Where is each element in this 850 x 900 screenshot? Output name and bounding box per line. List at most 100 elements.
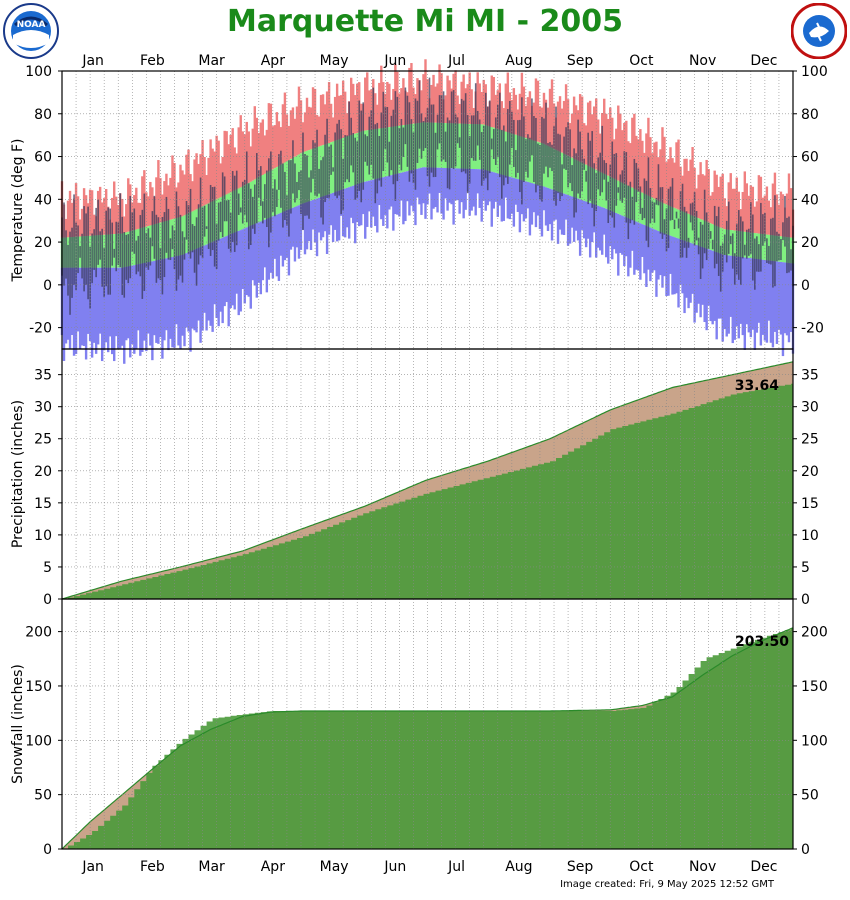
record-low-bar xyxy=(450,168,453,205)
daily-temperature-bar xyxy=(621,170,624,203)
record-high-bar xyxy=(157,160,160,224)
daily-temperature-bar xyxy=(360,110,363,203)
daily-temperature-bar xyxy=(613,154,616,228)
record-low-bar xyxy=(693,244,696,323)
record-low-bar xyxy=(100,267,104,362)
y-tick-label-right: 50 xyxy=(801,788,819,804)
record-high-bar xyxy=(691,147,694,216)
daily-temperature-bar xyxy=(253,184,256,234)
record-high-bar xyxy=(247,131,250,184)
y-tick-label-left: 60 xyxy=(34,150,52,166)
record-low-bar xyxy=(432,167,435,209)
daily-temperature-bar xyxy=(683,206,686,248)
daily-temperature-bar xyxy=(488,100,491,174)
daily-temperature-bar xyxy=(274,179,276,217)
record-high-bar xyxy=(596,119,600,171)
daily-temperature-bar xyxy=(428,77,431,187)
record-low-bar xyxy=(378,178,381,206)
record-low-bar xyxy=(747,257,751,333)
precipitation-panel: 0 0 5 5 10 10 15 15 20 20 25 25 30 30 35 35 Precipitatio… xyxy=(10,348,819,608)
record-high-bar xyxy=(645,133,648,195)
record-high-bar xyxy=(426,79,429,123)
record-low-bar xyxy=(113,267,116,362)
record-high-bar xyxy=(349,77,353,136)
daily-temperature-bar xyxy=(131,212,134,252)
daily-temperature-bar xyxy=(141,209,144,299)
daily-temperature-bar xyxy=(105,210,107,287)
record-high-bar xyxy=(649,137,652,197)
record-low-bar xyxy=(197,248,200,321)
record-low-bar xyxy=(225,236,228,303)
daily-temperature-bar xyxy=(505,141,507,178)
daily-temperature-bar xyxy=(697,237,700,255)
daily-temperature-bar xyxy=(631,196,634,221)
record-low-bar xyxy=(327,194,331,235)
daily-temperature-bar xyxy=(464,93,467,174)
daily-temperature-bar xyxy=(147,228,150,270)
daily-temperature-bar xyxy=(284,171,286,221)
record-low-bar xyxy=(231,233,234,306)
daily-temperature-bar xyxy=(227,199,230,249)
y-tick-label-right: 30 xyxy=(801,400,819,416)
record-high-bar xyxy=(271,126,275,170)
daily-temperature-bar xyxy=(498,92,501,178)
normal-range-bar xyxy=(261,175,265,221)
record-low-bar xyxy=(530,183,534,225)
record-high-bar xyxy=(432,74,435,123)
record-low-bar xyxy=(492,172,495,209)
daily-temperature-bar xyxy=(382,91,385,172)
record-high-bar xyxy=(239,115,242,188)
daily-temperature-bar xyxy=(249,188,252,245)
daily-temperature-bar xyxy=(478,119,481,160)
daily-temperature-bar xyxy=(390,115,393,171)
month-label-top: Dec xyxy=(750,53,777,69)
record-low-bar xyxy=(420,167,423,215)
record-high-bar xyxy=(171,155,174,220)
daily-temperature-bar xyxy=(768,245,770,264)
daily-temperature-bar xyxy=(482,125,485,181)
daily-temperature-bar xyxy=(699,221,702,279)
record-high-bar xyxy=(147,196,150,227)
record-low-bar xyxy=(358,183,361,227)
normal-range-bar xyxy=(456,123,459,169)
record-low-bar xyxy=(203,245,206,313)
record-high-bar xyxy=(697,174,700,219)
record-low-bar xyxy=(476,169,479,194)
record-high-bar xyxy=(673,162,676,208)
record-high-bar xyxy=(669,147,672,207)
daily-temperature-bar xyxy=(687,237,690,248)
daily-temperature-bar xyxy=(625,152,628,223)
record-high-bar xyxy=(115,196,118,234)
record-low-bar xyxy=(315,198,319,257)
daily-temperature-bar xyxy=(298,171,300,191)
daily-temperature-bar xyxy=(448,120,451,190)
record-low-bar xyxy=(412,169,415,212)
record-high-bar xyxy=(183,174,186,216)
record-low-bar xyxy=(233,232,236,310)
record-low-bar xyxy=(769,260,773,343)
normal-range-bar xyxy=(404,124,407,172)
record-low-bar xyxy=(191,250,194,329)
daily-temperature-bar xyxy=(555,106,557,206)
record-high-bar xyxy=(141,176,144,228)
record-high-bar xyxy=(111,197,114,235)
daily-temperature-bar xyxy=(617,187,620,193)
record-high-bar xyxy=(217,140,220,199)
record-high-bar xyxy=(570,113,574,158)
record-high-bar xyxy=(512,88,516,135)
record-high-bar xyxy=(665,162,668,205)
record-low-bar xyxy=(133,265,136,354)
record-high-bar xyxy=(181,170,184,217)
daily-temperature-bar xyxy=(306,155,308,216)
daily-temperature-bar xyxy=(95,207,97,278)
record-high-bar xyxy=(323,104,327,145)
daily-temperature-bar xyxy=(129,195,132,279)
daily-temperature-bar xyxy=(354,137,357,200)
daily-temperature-bar xyxy=(420,113,423,159)
record-high-bar xyxy=(161,194,164,223)
record-high-bar xyxy=(255,117,259,179)
record-low-bar xyxy=(558,192,562,230)
daily-temperature-bar xyxy=(276,189,278,207)
record-high-bar xyxy=(243,134,246,186)
record-high-bar xyxy=(580,96,584,163)
